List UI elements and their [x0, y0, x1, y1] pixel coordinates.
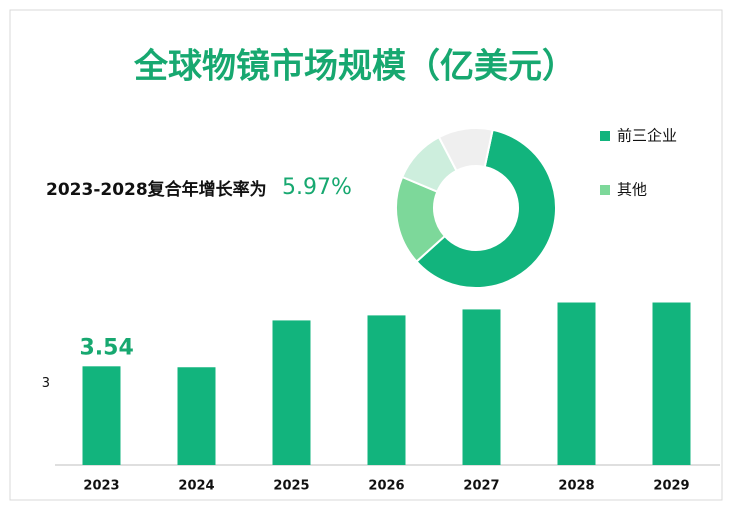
data-label: 3.54: [80, 335, 134, 360]
legend-swatch: [600, 131, 610, 141]
legend-swatch: [600, 185, 610, 195]
growth-rate: 5.97%: [282, 175, 352, 200]
bar: [177, 367, 216, 465]
bar: [652, 302, 691, 465]
bar: [557, 302, 596, 465]
y-tick-label: 3: [42, 376, 50, 391]
x-tick-label: 2027: [463, 479, 499, 494]
bar: [462, 309, 501, 465]
pie-slice: [437, 127, 494, 173]
pie-slice: [415, 128, 557, 289]
chart-title: 全球物镜市场规模（亿美元）: [133, 47, 576, 87]
x-tick-label: 2023: [83, 479, 119, 494]
x-tick-label: 2025: [273, 479, 309, 494]
bar: [272, 320, 311, 465]
bar: [82, 366, 121, 465]
x-tick-label: 2024: [178, 479, 214, 494]
x-tick-label: 2026: [368, 479, 404, 494]
legend-label: 前三企业: [617, 127, 677, 145]
x-tick-label: 2028: [558, 479, 594, 494]
bar: [367, 315, 406, 465]
x-tick-label: 2029: [653, 479, 689, 494]
legend-label: 其他: [617, 181, 647, 199]
annotation: 2023-2028复合年增长率为: [46, 179, 267, 200]
frame: [9, 9, 723, 501]
